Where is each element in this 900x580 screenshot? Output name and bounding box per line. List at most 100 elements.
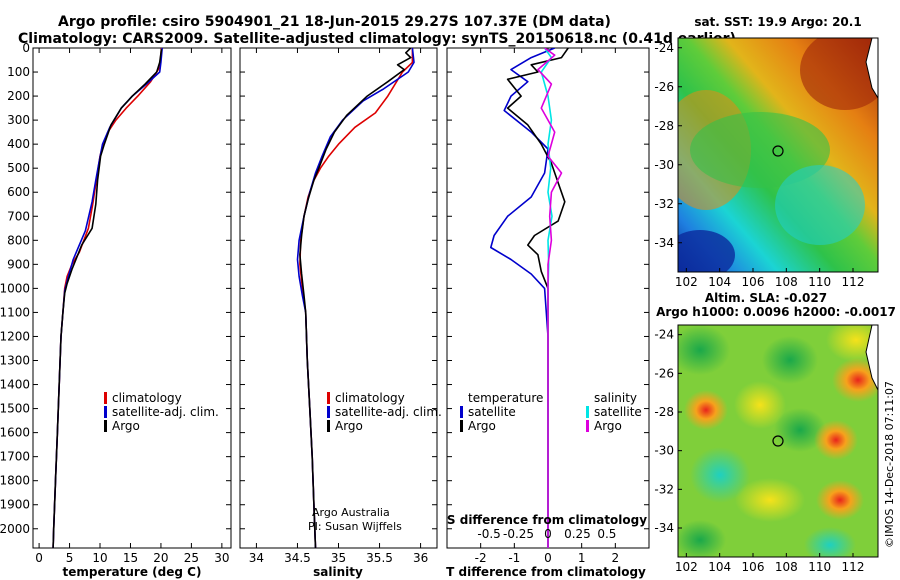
sla-high-patch xyxy=(826,325,878,362)
y-tick-label: 900 xyxy=(7,257,30,271)
difference-subtitle: S difference from climatology xyxy=(447,513,647,527)
sla-high-patch xyxy=(832,358,878,402)
temperature-xlabel: temperature (deg C) xyxy=(63,565,202,579)
salinity-y-ticks xyxy=(240,47,437,530)
legend-swatch-satellite xyxy=(104,406,107,418)
x-tick-label: 0 xyxy=(544,551,552,565)
top-axis-tick-label: -0.25 xyxy=(503,527,534,541)
credit-line1: Argo Australia xyxy=(312,506,390,519)
legend-swatch-t-satellite xyxy=(460,406,463,418)
map-y-tick-label: -24 xyxy=(654,328,674,342)
x-tick-label: 35.5 xyxy=(366,551,393,565)
sst-map-title: sat. SST: 19.9 Argo: 20.1 xyxy=(694,15,861,29)
sla-low-patch xyxy=(678,520,726,557)
map-x-tick-label: 110 xyxy=(808,560,831,574)
legend-label-argo: Argo xyxy=(112,419,140,433)
legend-swatch-climatology xyxy=(104,392,107,404)
temperature-x-axis: 0 5 10 15 20 25 30 xyxy=(35,48,230,565)
difference-xlabel: T difference from climatology xyxy=(446,565,646,579)
y-tick-label: 400 xyxy=(7,137,30,151)
x-tick-label: -2 xyxy=(475,551,487,565)
y-tick-label: 600 xyxy=(7,185,30,199)
y-tick-label: 1100 xyxy=(0,305,30,319)
x-tick-label: 1 xyxy=(578,551,586,565)
map-x-tick-label: 110 xyxy=(808,275,831,289)
sst-field xyxy=(678,38,878,272)
legend-label-t-satellite: satellite xyxy=(468,405,516,419)
salinity-panel: 34 34.5 35 35.5 36 salinity climatology sate… xyxy=(239,47,442,579)
map-x-tick-label: 108 xyxy=(775,275,798,289)
x-tick-label: 36 xyxy=(413,551,428,565)
salinity-series-group xyxy=(296,48,415,548)
y-tick-label: 800 xyxy=(7,233,30,247)
map-y-tick-label: -30 xyxy=(654,444,674,458)
sla-high-patch xyxy=(814,420,858,460)
imos-stamp: ©IMOS 14-Dec-2018 07:11:07 xyxy=(883,381,896,548)
legend-label-argo: Argo xyxy=(335,419,363,433)
coastline xyxy=(865,38,878,99)
figure-title-line2: Climatology: CARS2009. Satellite-adjuste… xyxy=(18,31,736,47)
salinity-difference-scale: -0.5 -0.25 0 0.25 0.5 xyxy=(477,527,616,541)
map-y-tick-label: -26 xyxy=(654,366,674,380)
sla-low-patch xyxy=(774,408,826,452)
x-tick-label: 5 xyxy=(66,551,74,565)
sla-high-patch xyxy=(684,390,728,430)
sla-high-patch xyxy=(816,480,864,520)
y-tick-label: 200 xyxy=(7,89,30,103)
series-line-argo xyxy=(299,48,412,548)
top-axis-tick-label: 0 xyxy=(544,527,552,541)
sst-cyan-patch xyxy=(775,165,865,245)
map-x-tick-label: 104 xyxy=(708,560,731,574)
depth-axis: 0 100 200 300 400 500 600 700 800 900 1000 1100 1200… xyxy=(0,41,231,536)
series-line-t-argo xyxy=(506,48,569,548)
x-tick-label: 35 xyxy=(331,551,346,565)
legend-header-salinity: salinity xyxy=(594,391,637,405)
legend-swatch-t-argo xyxy=(460,420,463,432)
salinity-legend: climatology satellite-adj. clim. Argo xyxy=(327,391,442,433)
sla-low-patch xyxy=(678,325,730,375)
x-tick-label: 34.5 xyxy=(284,551,311,565)
sla-map-frame xyxy=(677,324,879,558)
x-tick-label: 34 xyxy=(249,551,264,565)
map-x-tick-label: 102 xyxy=(675,560,698,574)
sla-map-title-line1: Altim. SLA: -0.027 xyxy=(705,291,827,305)
y-tick-label: 1800 xyxy=(0,474,30,488)
legend-swatch-argo xyxy=(327,420,330,432)
legend-label-t-argo: Argo xyxy=(468,419,496,433)
sla-low-patch xyxy=(804,527,856,557)
map-x-tick-label: 104 xyxy=(708,275,731,289)
map-x-tick-label: 106 xyxy=(742,275,765,289)
legend-label-climatology: climatology xyxy=(335,391,405,405)
map-y-tick-label: -30 xyxy=(654,158,674,172)
difference-panel: -2 -1 0 1 2 T difference from climatology S … xyxy=(446,47,650,579)
x-tick-label: 30 xyxy=(214,551,229,565)
y-tick-label: 1000 xyxy=(0,281,30,295)
sla-high-patch xyxy=(735,478,805,522)
series-line-s-argo xyxy=(537,48,563,548)
top-axis-tick-label: 0.25 xyxy=(564,527,591,541)
figure-title-line1: Argo profile: csiro 5904901_21 18-Jun-20… xyxy=(58,14,611,30)
x-tick-label: 25 xyxy=(184,551,199,565)
map-x-tick-label: 112 xyxy=(842,275,865,289)
sla-field xyxy=(678,325,878,557)
map-y-tick-label: -34 xyxy=(654,521,674,535)
temperature-panel: 0100200300400500600700800900100011001200… xyxy=(0,41,232,579)
x-tick-label: 2 xyxy=(612,551,620,565)
coastline xyxy=(865,325,878,391)
sst-map-axes: 102 104 106 108 110 112 -24 -26 -28 -30 -32 -34 xyxy=(654,41,864,289)
argo-location-marker xyxy=(772,435,784,447)
y-tick-label: 1200 xyxy=(0,329,30,343)
legend-swatch-climatology xyxy=(327,392,330,404)
map-y-tick-label: -32 xyxy=(654,197,674,211)
y-tick-label: 0 xyxy=(22,41,30,55)
sla-map: Altim. SLA: -0.027 Argo h1000: 0.0096 h2… xyxy=(654,291,896,574)
salinity-x-axis: 34 34.5 35 35.5 36 xyxy=(249,48,428,565)
x-tick-label: 15 xyxy=(123,551,138,565)
map-x-tick-label: 112 xyxy=(842,560,865,574)
sst-map-frame xyxy=(677,37,879,273)
x-tick-label: 0 xyxy=(35,551,43,565)
x-tick-label: -1 xyxy=(508,551,520,565)
map-x-tick-label: 106 xyxy=(742,560,765,574)
legend-swatch-argo xyxy=(104,420,107,432)
